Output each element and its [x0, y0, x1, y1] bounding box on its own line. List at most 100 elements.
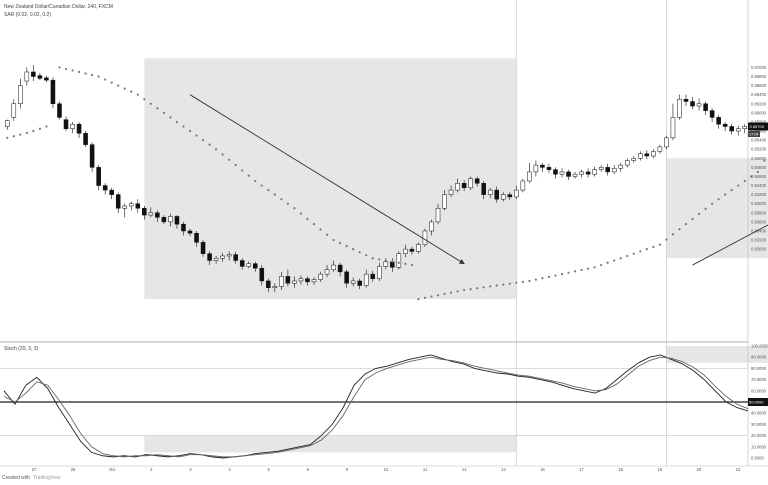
sar-dot — [658, 243, 661, 246]
candle-body — [63, 119, 69, 130]
candle-body — [4, 120, 10, 127]
candle — [57, 101, 62, 120]
candle-body — [703, 103, 708, 111]
price-y-tick-label: 0.86400 — [751, 92, 767, 97]
candle-body — [651, 151, 656, 157]
candle — [429, 219, 434, 236]
sar-dot — [521, 280, 524, 283]
candle-body — [57, 103, 62, 118]
sar-dot — [12, 135, 15, 138]
sar-dot — [254, 179, 257, 183]
x-tick-label: 18 — [618, 467, 623, 472]
candle — [500, 192, 506, 202]
trend-arrow — [189, 94, 465, 265]
sar-dot — [64, 67, 68, 71]
candle-body — [474, 178, 480, 184]
candle-body — [677, 98, 682, 118]
sar-dot — [345, 245, 348, 248]
last-time-badge — [748, 130, 760, 137]
x-tick-label: 28 — [71, 467, 76, 472]
x-tick-label: 10 — [384, 467, 389, 472]
candle-body — [233, 254, 238, 261]
sar-dot — [319, 228, 322, 231]
created-with-text: Created with — [2, 475, 31, 481]
sar-dot — [325, 233, 329, 236]
x-tick-label: 16 — [540, 467, 545, 472]
sar-dot — [45, 125, 48, 128]
stoch-value-label: 50.0000 — [749, 400, 764, 405]
sar-dot — [182, 125, 185, 128]
candle — [448, 185, 454, 197]
candle — [246, 261, 252, 269]
stoch-shaded-region — [666, 346, 768, 363]
stoch-y-tick-label: 0.0000 — [751, 456, 764, 461]
sar-dot — [117, 84, 120, 87]
candle — [37, 72, 43, 81]
candle-body — [102, 185, 108, 191]
sar-dot — [104, 78, 107, 81]
candle — [148, 207, 154, 218]
x-tick-label: 3 — [189, 467, 192, 472]
x-tick-label: 17 — [579, 467, 584, 472]
candle-body — [174, 216, 180, 225]
sar-dot — [482, 286, 485, 289]
candle — [50, 77, 56, 109]
candle-body — [37, 75, 43, 79]
candle-body — [670, 117, 676, 139]
sar-dot — [645, 248, 648, 251]
sar-dot — [567, 271, 570, 274]
candle-body — [279, 276, 284, 287]
sar-dot — [417, 298, 420, 301]
candle-body — [559, 171, 565, 175]
sar-dot — [110, 81, 113, 84]
candle-body — [598, 167, 604, 170]
price-y-tick-label: 0.86600 — [751, 83, 767, 88]
candle-body — [168, 216, 173, 223]
sar-dot — [136, 93, 139, 96]
tradingview-logo-text: TradingView — [33, 475, 61, 481]
candle-body — [11, 103, 17, 118]
sar-dot — [332, 238, 335, 242]
sar-dot — [743, 179, 746, 183]
sar-dot — [469, 288, 472, 291]
candle — [716, 115, 721, 129]
sar-dot — [730, 188, 733, 192]
candle — [566, 169, 571, 181]
sar-dot — [626, 254, 629, 258]
candle-body — [70, 123, 75, 130]
candle — [572, 171, 578, 179]
sar-dot — [397, 261, 400, 264]
candle-body — [239, 260, 245, 267]
candle — [4, 119, 10, 130]
candle-body — [644, 153, 650, 157]
sar-dot — [449, 291, 453, 294]
sar-dot — [38, 127, 41, 130]
candle — [546, 163, 552, 173]
sar-dot — [286, 202, 289, 205]
x-tick-label: 13 — [501, 467, 506, 472]
candle — [109, 187, 114, 200]
candle-body — [50, 79, 56, 105]
candle-body — [442, 194, 447, 209]
candle-body — [416, 244, 421, 252]
x-tick-label: 4 — [228, 467, 231, 472]
sar-dot — [704, 207, 707, 210]
candle — [533, 160, 539, 177]
sar-dot — [19, 133, 22, 136]
candle-body — [638, 153, 643, 159]
candle-body — [507, 194, 513, 198]
sar-dot — [678, 228, 681, 231]
candle-body — [207, 253, 212, 261]
stoch-y-tick-label: 10.0000 — [751, 444, 767, 449]
sar-dot — [247, 174, 250, 177]
candle — [220, 252, 225, 262]
candle-body — [155, 212, 160, 218]
candle-body — [344, 271, 349, 284]
sar-dot — [371, 257, 374, 260]
sar-dot — [691, 217, 694, 221]
sar-dot — [456, 290, 459, 293]
candle-body — [716, 117, 721, 125]
sar-dot — [241, 169, 244, 172]
candle-body — [148, 212, 154, 216]
